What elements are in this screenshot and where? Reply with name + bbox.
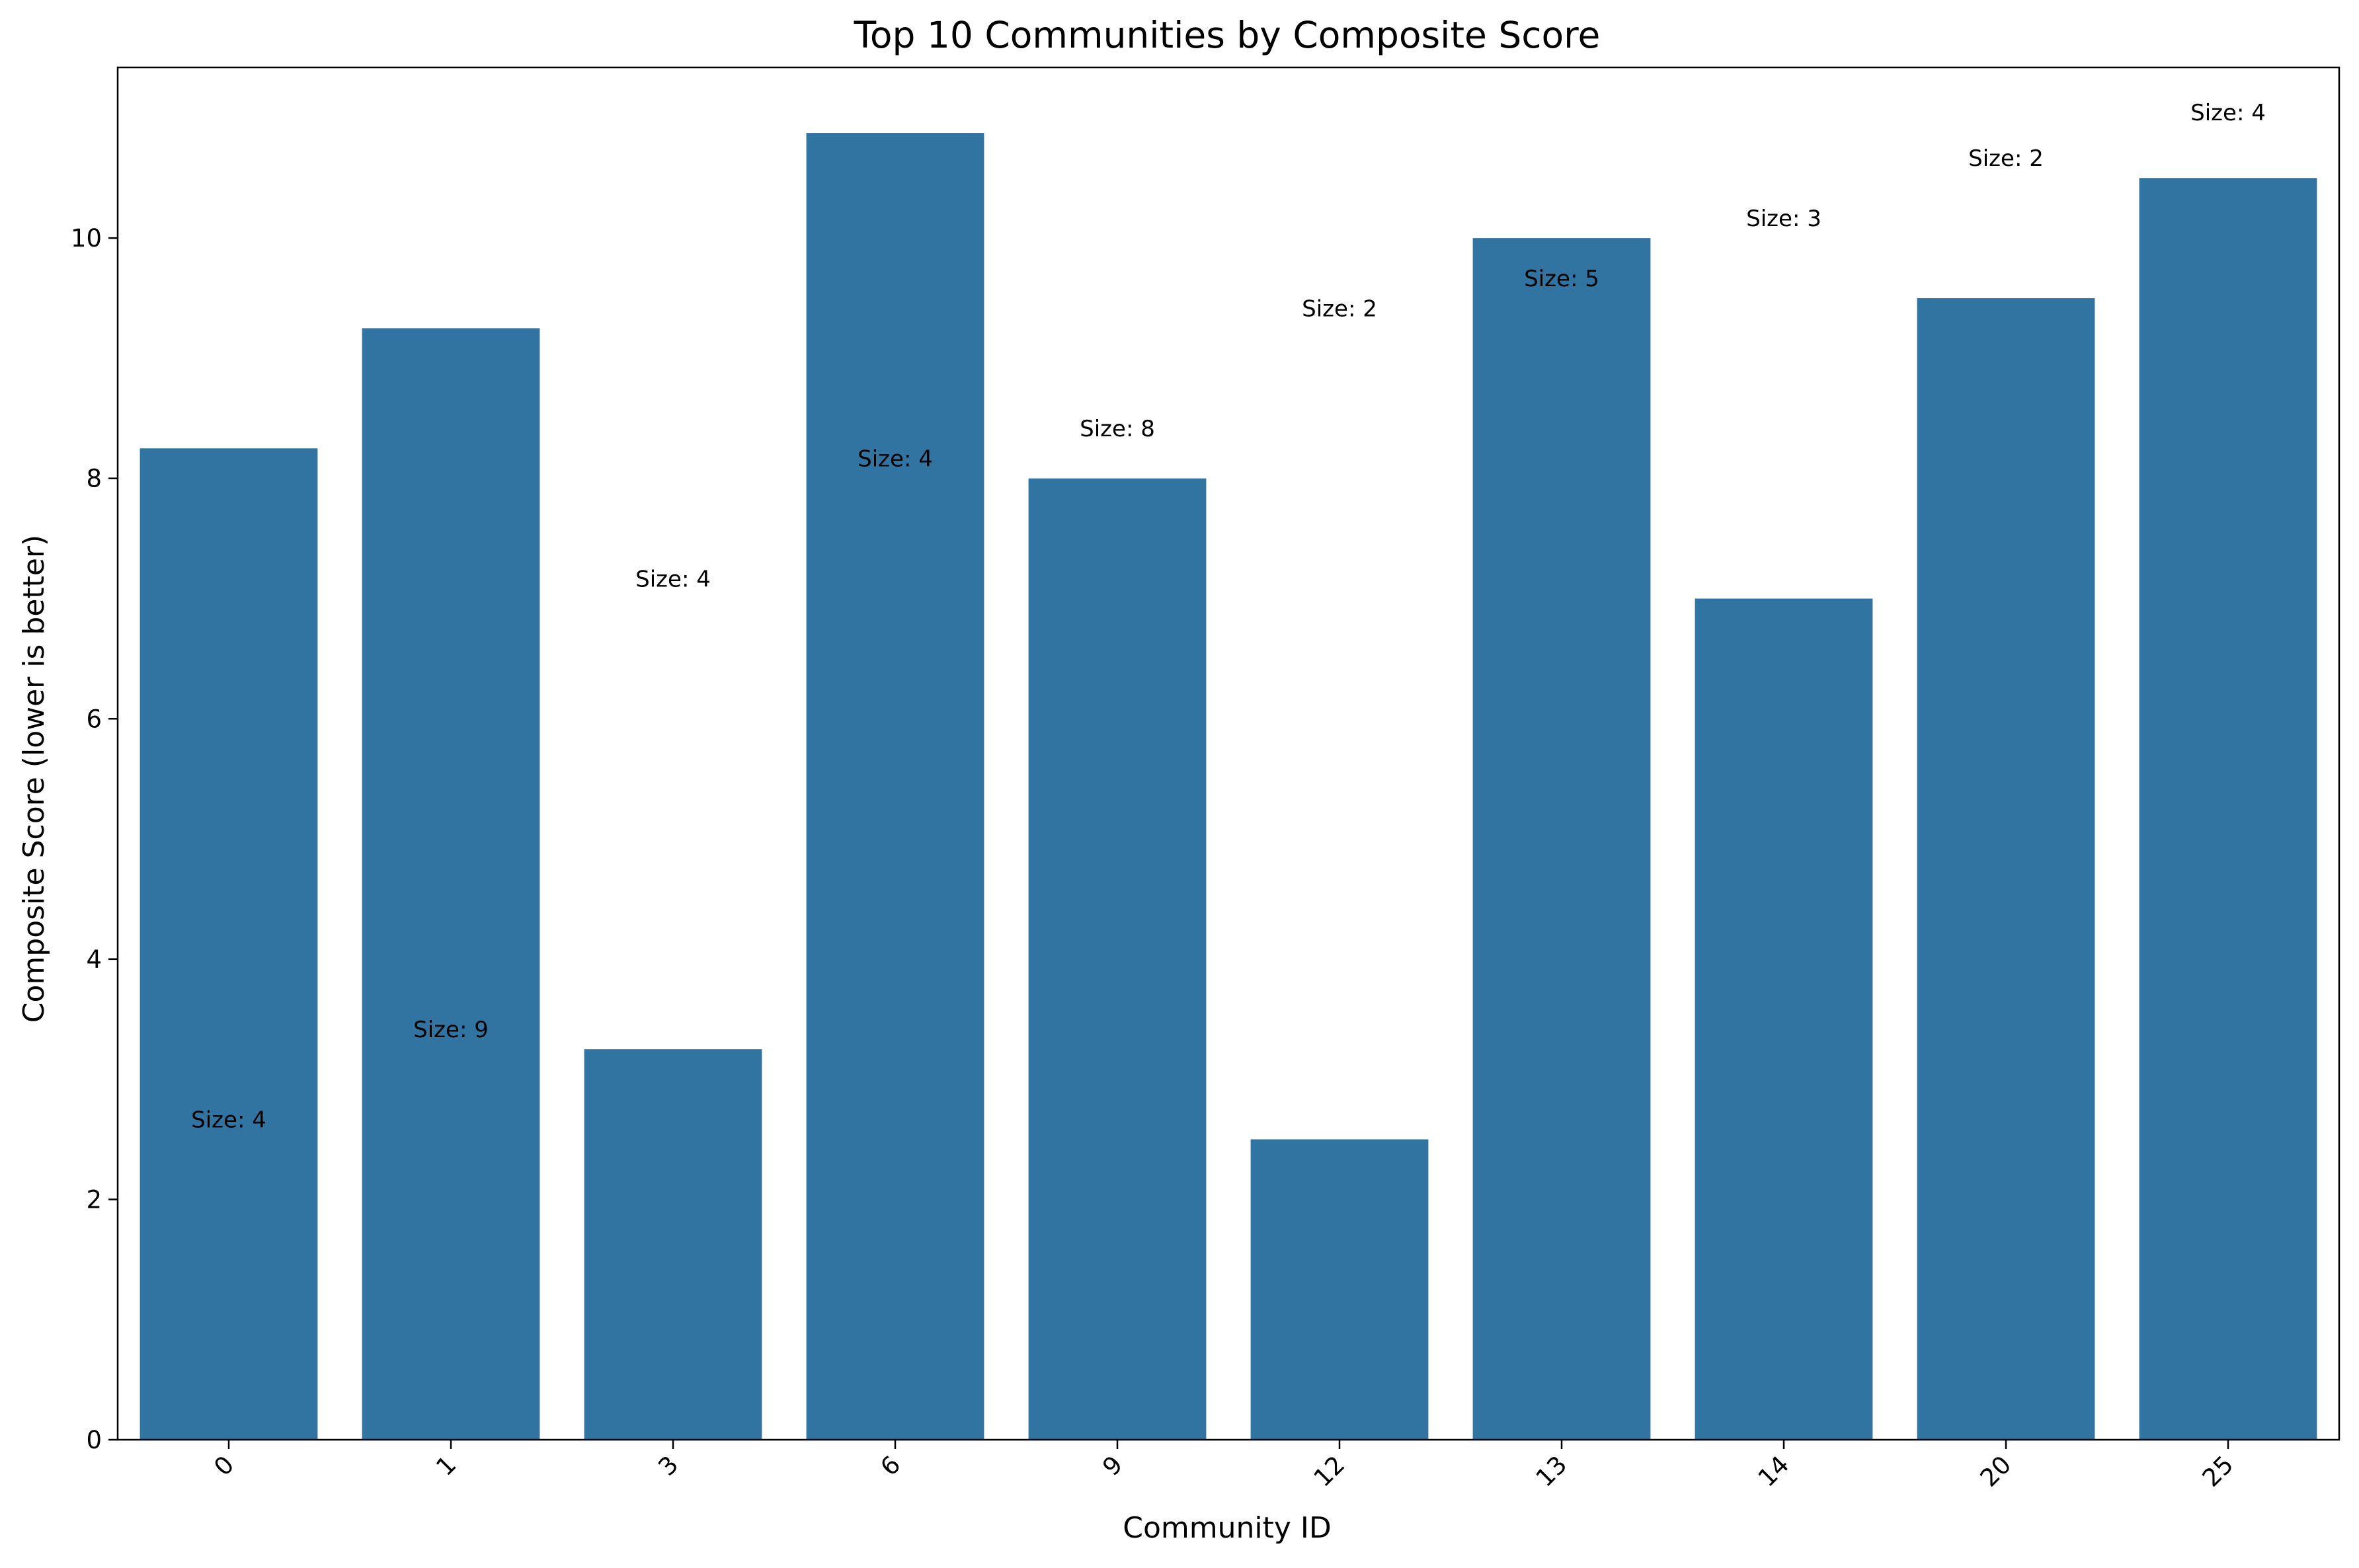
bar-0: [140, 448, 318, 1440]
size-annotation: Size: 5: [1524, 266, 1599, 292]
size-annotation: Size: 3: [1746, 206, 1821, 232]
size-annotation: Size: 8: [1080, 416, 1155, 442]
x-axis-label: Community ID: [1123, 1511, 1332, 1545]
size-annotation: Size: 4: [191, 1107, 266, 1133]
y-tick-label: 8: [86, 465, 102, 493]
bar-12: [1250, 1139, 1429, 1440]
bar-25: [2139, 178, 2317, 1440]
bars-layer: [140, 133, 2317, 1440]
y-tick-label: 6: [86, 705, 102, 733]
y-tick-label: 4: [86, 945, 102, 974]
size-annotation: Size: 4: [2190, 100, 2266, 126]
annotations-layer: Size: 4 Size: 9 Size: 4 Size: 4 Size: 8 Size:…: [191, 100, 2266, 1133]
y-tick-label: 2: [86, 1185, 102, 1214]
y-axis-label: Composite Score (lower is better): [17, 535, 51, 1023]
bar-6: [806, 133, 984, 1440]
size-annotation: Size: 4: [858, 446, 933, 473]
bar-3: [584, 1049, 762, 1440]
size-annotation: Size: 2: [1968, 145, 2044, 172]
size-annotation: Size: 2: [1302, 295, 1377, 322]
bar-14: [1695, 598, 1873, 1440]
plot-frame: [116, 66, 2340, 1441]
chart-title: Top 10 Communities by Composite Score: [854, 14, 1601, 56]
y-tick-label: 10: [71, 224, 102, 253]
y-axis: 0 2 4 6 8 10: [71, 224, 118, 1454]
size-annotation: Size: 4: [635, 566, 711, 592]
bar-1: [362, 328, 540, 1440]
bar-9: [1028, 478, 1207, 1440]
bar-20: [1917, 298, 2095, 1440]
size-annotation: Size: 9: [413, 1017, 489, 1043]
bar-13: [1472, 238, 1651, 1440]
y-tick-label: 0: [86, 1426, 102, 1454]
